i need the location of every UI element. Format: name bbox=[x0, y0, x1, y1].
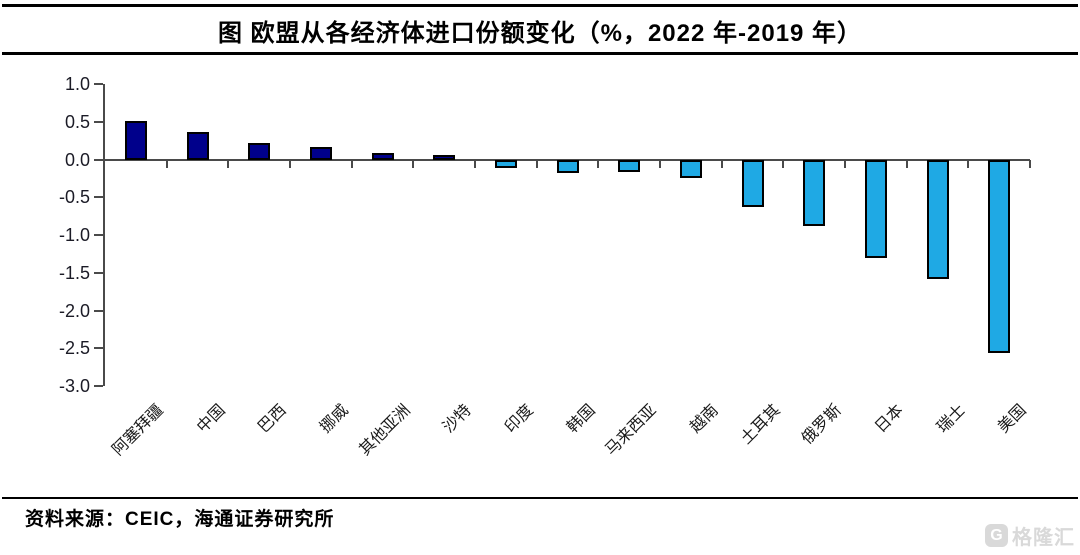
bar-俄罗斯 bbox=[803, 160, 825, 226]
x-axis-tick bbox=[720, 159, 723, 168]
y-axis-tick bbox=[94, 271, 103, 274]
bar-挪威 bbox=[310, 147, 332, 160]
chart-title: 图 欧盟从各经济体进口份额变化（%，2022 年-2019 年） bbox=[217, 20, 863, 47]
y-axis-tick bbox=[94, 120, 103, 123]
y-axis-tick bbox=[94, 196, 103, 199]
y-axis-label: 0.0 bbox=[64, 149, 90, 170]
x-axis-tick bbox=[474, 159, 476, 168]
bar-美国 bbox=[988, 160, 1010, 353]
x-axis-tick bbox=[227, 159, 230, 168]
y-axis-label: -0.5 bbox=[58, 187, 90, 208]
gelonghui-watermark-label: 格隆汇 bbox=[1012, 527, 1075, 549]
bar-chart-plot: 1.0 0.5 0.0 -0.5 -1.0 -1.5 -2.0 -2.5 -3.0 阿塞拜疆 中国巴… bbox=[58, 74, 1031, 459]
x-axis-tick bbox=[289, 159, 291, 168]
footer-divider bbox=[2, 497, 1078, 499]
x-axis-tick bbox=[905, 159, 908, 168]
y-axis-tick bbox=[94, 385, 103, 387]
bar-瑞士 bbox=[927, 160, 949, 279]
x-axis-tick bbox=[597, 159, 600, 168]
gelonghui-g-icon: G bbox=[985, 524, 1008, 547]
bar-土耳其 bbox=[742, 160, 764, 207]
y-axis-label: -2.0 bbox=[58, 300, 90, 321]
x-axis-tick bbox=[782, 159, 785, 168]
bar-沙特 bbox=[433, 155, 455, 160]
x-axis-tick bbox=[659, 159, 661, 168]
y-axis-tick bbox=[94, 158, 103, 161]
y-axis-label: -1.0 bbox=[58, 225, 90, 245]
y-axis-label: -2.5 bbox=[58, 338, 90, 359]
x-axis-tick bbox=[535, 159, 538, 168]
x-axis-tick bbox=[350, 159, 353, 168]
x-axis-tick bbox=[1029, 159, 1031, 168]
bar-马来西亚 bbox=[618, 160, 640, 172]
bar-印度 bbox=[495, 160, 517, 168]
y-axis-line bbox=[103, 84, 105, 386]
source-text: 资料来源：CEIC，海通证券研究所 bbox=[25, 509, 335, 530]
bar-越南 bbox=[680, 160, 702, 178]
bar-其他亚洲 bbox=[372, 153, 394, 160]
y-axis-label: 0.5 bbox=[64, 111, 90, 132]
x-axis-tick bbox=[844, 159, 846, 168]
y-axis-tick bbox=[94, 347, 103, 350]
y-axis-tick bbox=[94, 83, 103, 85]
x-axis-tick bbox=[967, 159, 970, 168]
x-axis-tick bbox=[412, 159, 415, 168]
y-axis-tick bbox=[94, 234, 103, 236]
bar-阿塞拜疆 bbox=[125, 121, 147, 160]
gelonghui-watermark: G 格隆汇 bbox=[985, 521, 1075, 550]
bar-巴西 bbox=[248, 143, 270, 160]
y-axis-tick bbox=[94, 309, 103, 312]
y-axis-label: -1.5 bbox=[58, 262, 90, 283]
top-divider bbox=[2, 4, 1078, 7]
x-axis-tick bbox=[165, 159, 168, 168]
y-axis-label: 1.0 bbox=[64, 74, 90, 94]
title-divider bbox=[2, 52, 1078, 55]
bar-韩国 bbox=[557, 160, 579, 173]
y-axis-label: -3.0 bbox=[58, 376, 90, 396]
bar-中国 bbox=[187, 132, 209, 160]
bar-日本 bbox=[865, 160, 887, 258]
x-axis-zero-line bbox=[105, 158, 1030, 161]
